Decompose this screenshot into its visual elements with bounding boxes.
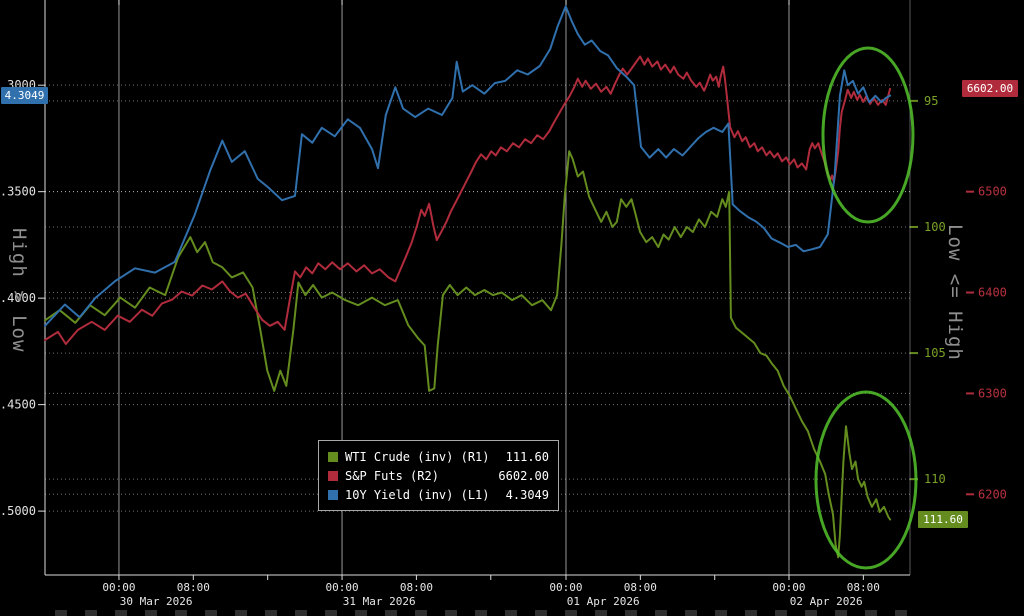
left-axis-tick-label: 4.3500 <box>0 185 36 199</box>
right-axis-title: Low <= High <box>944 224 966 361</box>
sp-axis-tick-label: 6400 <box>978 286 1007 300</box>
legend-value: 111.60 <box>505 449 549 464</box>
date-label: 30 Mar 2026 <box>120 595 193 608</box>
legend-label: S&P Futs (R2) <box>345 468 439 483</box>
last-value-badge-10y-yield: 4.3049 <box>1 87 48 104</box>
wti-series-swatch-icon <box>328 451 338 462</box>
legend-label: WTI Crude (inv) (R1) <box>345 449 490 464</box>
sp-axis-tick-label: 6300 <box>978 386 1007 400</box>
sp-axis-tick-label: 6500 <box>978 185 1007 199</box>
left-axis-tick-label: 4.5000 <box>0 504 36 518</box>
highlight-ellipse-annotation <box>821 46 915 224</box>
time-label: 00:00 <box>772 581 805 594</box>
wti-axis-tick-label: 110 <box>924 472 946 486</box>
cropped-text-row <box>55 610 910 616</box>
legend-value: 6602.00 <box>498 468 549 483</box>
highlight-ellipse-annotation <box>814 390 918 570</box>
legend[interactable]: WTI Crude (inv) (R1) 111.60 S&P Futs (R2… <box>318 440 559 511</box>
last-value-badge-sp-futs: 6602.00 <box>962 80 1018 97</box>
time-label: 08:00 <box>847 581 880 594</box>
left-axis-tick-label: 4.4000 <box>0 291 36 305</box>
wti-axis-tick-label: 100 <box>924 220 946 234</box>
date-label: 01 Apr 2026 <box>567 595 640 608</box>
sp-axis-tick-label: 6200 <box>978 487 1007 501</box>
time-label: 08:00 <box>400 581 433 594</box>
series-line-2 <box>44 5 892 327</box>
date-label: 02 Apr 2026 <box>790 595 863 608</box>
legend-label: 10Y Yield (inv) (L1) <box>345 487 490 502</box>
legend-item-wti[interactable]: WTI Crude (inv) (R1) 111.60 <box>328 447 549 466</box>
wti-axis-tick-label: 95 <box>924 94 938 108</box>
left-axis-tick-label: 4.4500 <box>0 398 36 412</box>
time-label: 08:00 <box>624 581 657 594</box>
date-label: 31 Mar 2026 <box>343 595 416 608</box>
wti-axis-tick-label: 105 <box>924 346 946 360</box>
legend-item-10y-yield[interactable]: 10Y Yield (inv) (L1) 4.3049 <box>328 485 549 504</box>
series-line-1 <box>44 55 892 345</box>
legend-item-sp-futs[interactable]: S&P Futs (R2) 6602.00 <box>328 466 549 485</box>
last-value-badge-wti-crude: 111.60 <box>918 511 968 528</box>
time-label: 00:00 <box>549 581 582 594</box>
10y-series-swatch-icon <box>328 489 338 500</box>
legend-value: 4.3049 <box>505 487 549 502</box>
left-axis-title: High > Low <box>8 228 30 353</box>
time-label: 08:00 <box>177 581 210 594</box>
series-line-0 <box>44 150 892 559</box>
sp-series-swatch-icon <box>328 470 338 481</box>
time-label: 00:00 <box>102 581 135 594</box>
time-label: 00:00 <box>325 581 358 594</box>
